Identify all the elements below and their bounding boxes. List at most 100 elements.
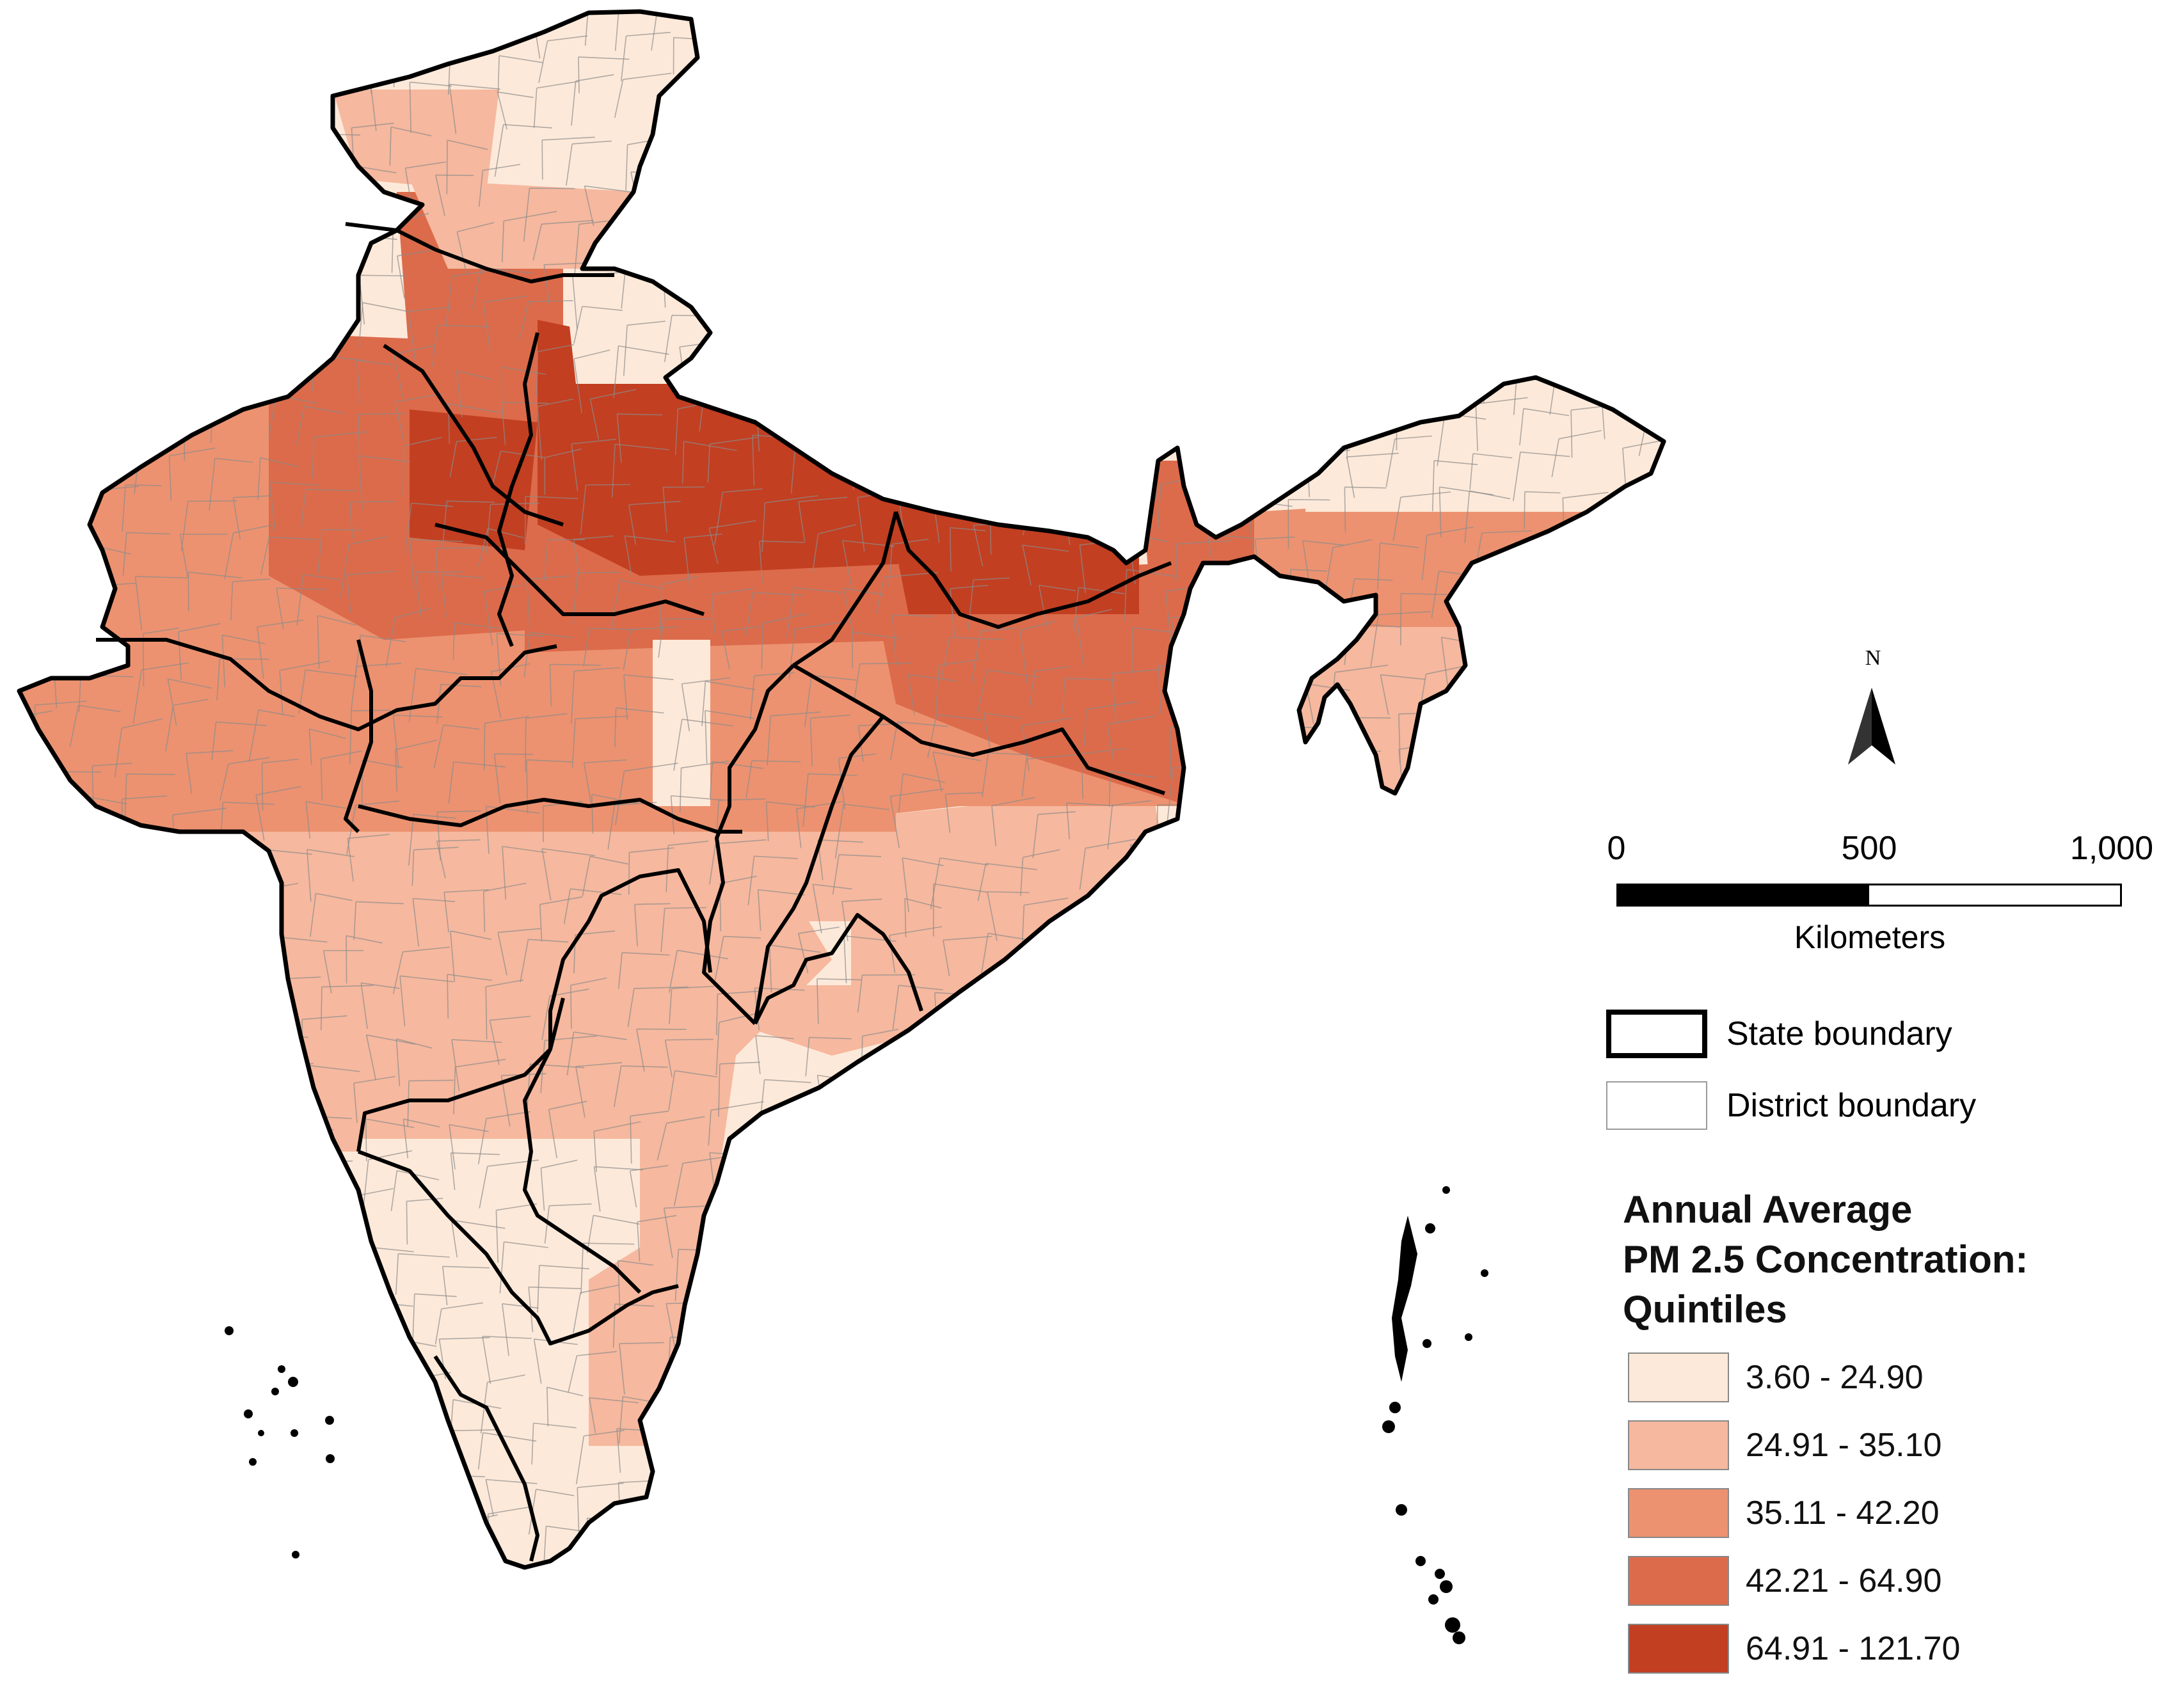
district-boundary-line bbox=[1160, 413, 1203, 452]
district-boundary-line bbox=[611, 443, 669, 498]
district-boundary-line bbox=[255, 786, 301, 841]
district-boundary-line bbox=[1472, 570, 1518, 615]
district-boundary-line bbox=[1566, 1440, 1616, 1494]
district-boundary-line bbox=[630, 1111, 669, 1164]
district-boundary-line bbox=[1166, 848, 1218, 896]
district-boundary-line bbox=[409, 81, 452, 133]
district-boundary-line bbox=[224, 524, 275, 580]
district-boundary-line bbox=[413, 1517, 457, 1567]
district-boundary-line bbox=[128, 1301, 165, 1345]
district-boundary-line bbox=[227, 1429, 284, 1471]
district-boundary-line bbox=[1597, 764, 1640, 815]
district-boundary-line bbox=[769, 1167, 813, 1222]
district-boundary-line bbox=[1467, 95, 1509, 150]
district-boundary-line bbox=[1021, 429, 1058, 477]
district-boundary-line bbox=[1291, 1298, 1349, 1352]
district-boundary-line bbox=[904, 898, 942, 937]
district-boundary-line bbox=[1118, 1168, 1174, 1216]
district-boundary-line bbox=[983, 1305, 1024, 1353]
district-boundary-line bbox=[1387, 226, 1440, 283]
district-boundary-line bbox=[902, 1481, 945, 1533]
district-boundary-line bbox=[927, 714, 984, 758]
district-boundary-line bbox=[127, 1467, 182, 1507]
district-boundary-line bbox=[432, 324, 490, 367]
district-boundary-line bbox=[566, 140, 612, 186]
district-boundary-line bbox=[724, 100, 769, 139]
legend-title-line-3: Quintiles bbox=[1623, 1288, 1787, 1331]
district-boundary-line bbox=[501, 402, 548, 445]
district-boundary-line bbox=[907, 674, 957, 715]
district-boundary-line bbox=[1295, 279, 1334, 315]
district-boundary-line bbox=[673, 718, 733, 771]
district-boundary-line bbox=[261, 758, 299, 811]
district-boundary-line bbox=[1414, 186, 1469, 228]
district-boundary-line bbox=[926, 131, 974, 193]
district-boundary-line bbox=[1441, 804, 1481, 853]
district-boundary-line bbox=[394, 393, 444, 442]
district-boundary-line bbox=[1470, 1065, 1527, 1106]
district-boundary-line bbox=[232, 274, 278, 317]
district-boundary-line bbox=[540, 1159, 578, 1211]
district-boundary-line bbox=[19, 482, 45, 529]
district-boundary-line bbox=[353, 12, 411, 37]
district-boundary-line bbox=[1104, 87, 1159, 145]
district-boundary-line bbox=[750, 39, 795, 92]
district-boundary-line bbox=[84, 935, 125, 989]
district-boundary-line bbox=[949, 1255, 986, 1299]
district-boundary-line bbox=[1110, 405, 1150, 456]
district-boundary-line bbox=[1351, 1439, 1405, 1479]
district-boundary-line bbox=[1176, 1017, 1229, 1054]
district-boundary-line bbox=[950, 1489, 998, 1529]
district-boundary-line bbox=[580, 484, 631, 535]
district-boundary-line bbox=[613, 345, 669, 399]
district-boundary-line bbox=[406, 1198, 443, 1245]
district-boundary-line bbox=[33, 1175, 73, 1218]
district-boundary-line bbox=[1121, 137, 1166, 191]
district-boundary-line bbox=[1211, 663, 1258, 718]
district-boundary-line bbox=[939, 175, 991, 228]
district-boundary-line bbox=[840, 1331, 898, 1377]
choropleth-region bbox=[486, 832, 589, 921]
district-boundary-line bbox=[1533, 1367, 1585, 1429]
district-boundary-line bbox=[1301, 207, 1348, 258]
district-boundary-line bbox=[317, 528, 362, 574]
district-boundary-line bbox=[1487, 771, 1535, 823]
district-boundary-line bbox=[19, 587, 44, 635]
district-boundary-line bbox=[1218, 1333, 1272, 1388]
district-boundary-line bbox=[1333, 885, 1385, 949]
district-boundary-line bbox=[36, 317, 81, 362]
district-boundary-label: District boundary bbox=[1726, 1087, 1977, 1124]
district-boundary-line bbox=[578, 56, 630, 93]
legend-class-label: 3.60 - 24.90 bbox=[1746, 1359, 1924, 1396]
district-boundary-line bbox=[1300, 1464, 1339, 1516]
legend-class-5: 64.91 - 121.70 bbox=[1628, 1624, 1960, 1674]
district-boundary-line bbox=[1417, 310, 1468, 365]
district-boundary-line bbox=[219, 875, 278, 938]
district-boundary-line bbox=[1505, 261, 1559, 317]
district-boundary-line bbox=[124, 353, 174, 408]
district-boundary-line bbox=[983, 712, 1022, 750]
district-boundary-line bbox=[1621, 586, 1664, 641]
district-boundary-line bbox=[708, 1471, 759, 1514]
district-boundary-line bbox=[524, 495, 578, 544]
district-boundary-line bbox=[668, 1070, 718, 1111]
district-boundary-line bbox=[984, 1379, 1028, 1432]
district-boundary-line bbox=[1334, 1148, 1380, 1199]
district-boundary-line bbox=[989, 1112, 1031, 1152]
district-boundary-line bbox=[186, 1197, 232, 1249]
district-boundary-line bbox=[22, 81, 74, 118]
district-boundary-line bbox=[1442, 877, 1484, 939]
district-boundary-line bbox=[573, 1284, 619, 1333]
district-boundary-line bbox=[1144, 127, 1192, 170]
district-boundary-line bbox=[1565, 230, 1611, 267]
district-boundary-line bbox=[518, 300, 573, 341]
district-boundary-line bbox=[1305, 1418, 1353, 1466]
district-boundary-line bbox=[618, 1523, 667, 1561]
district-boundary-line bbox=[1087, 234, 1133, 276]
district-boundary-line bbox=[52, 889, 107, 935]
district-boundary-line bbox=[1199, 1482, 1250, 1527]
district-boundary-line bbox=[87, 1024, 130, 1075]
district-boundary-line bbox=[935, 659, 980, 720]
district-boundary-line bbox=[1522, 671, 1564, 715]
district-boundary-line bbox=[483, 584, 522, 646]
